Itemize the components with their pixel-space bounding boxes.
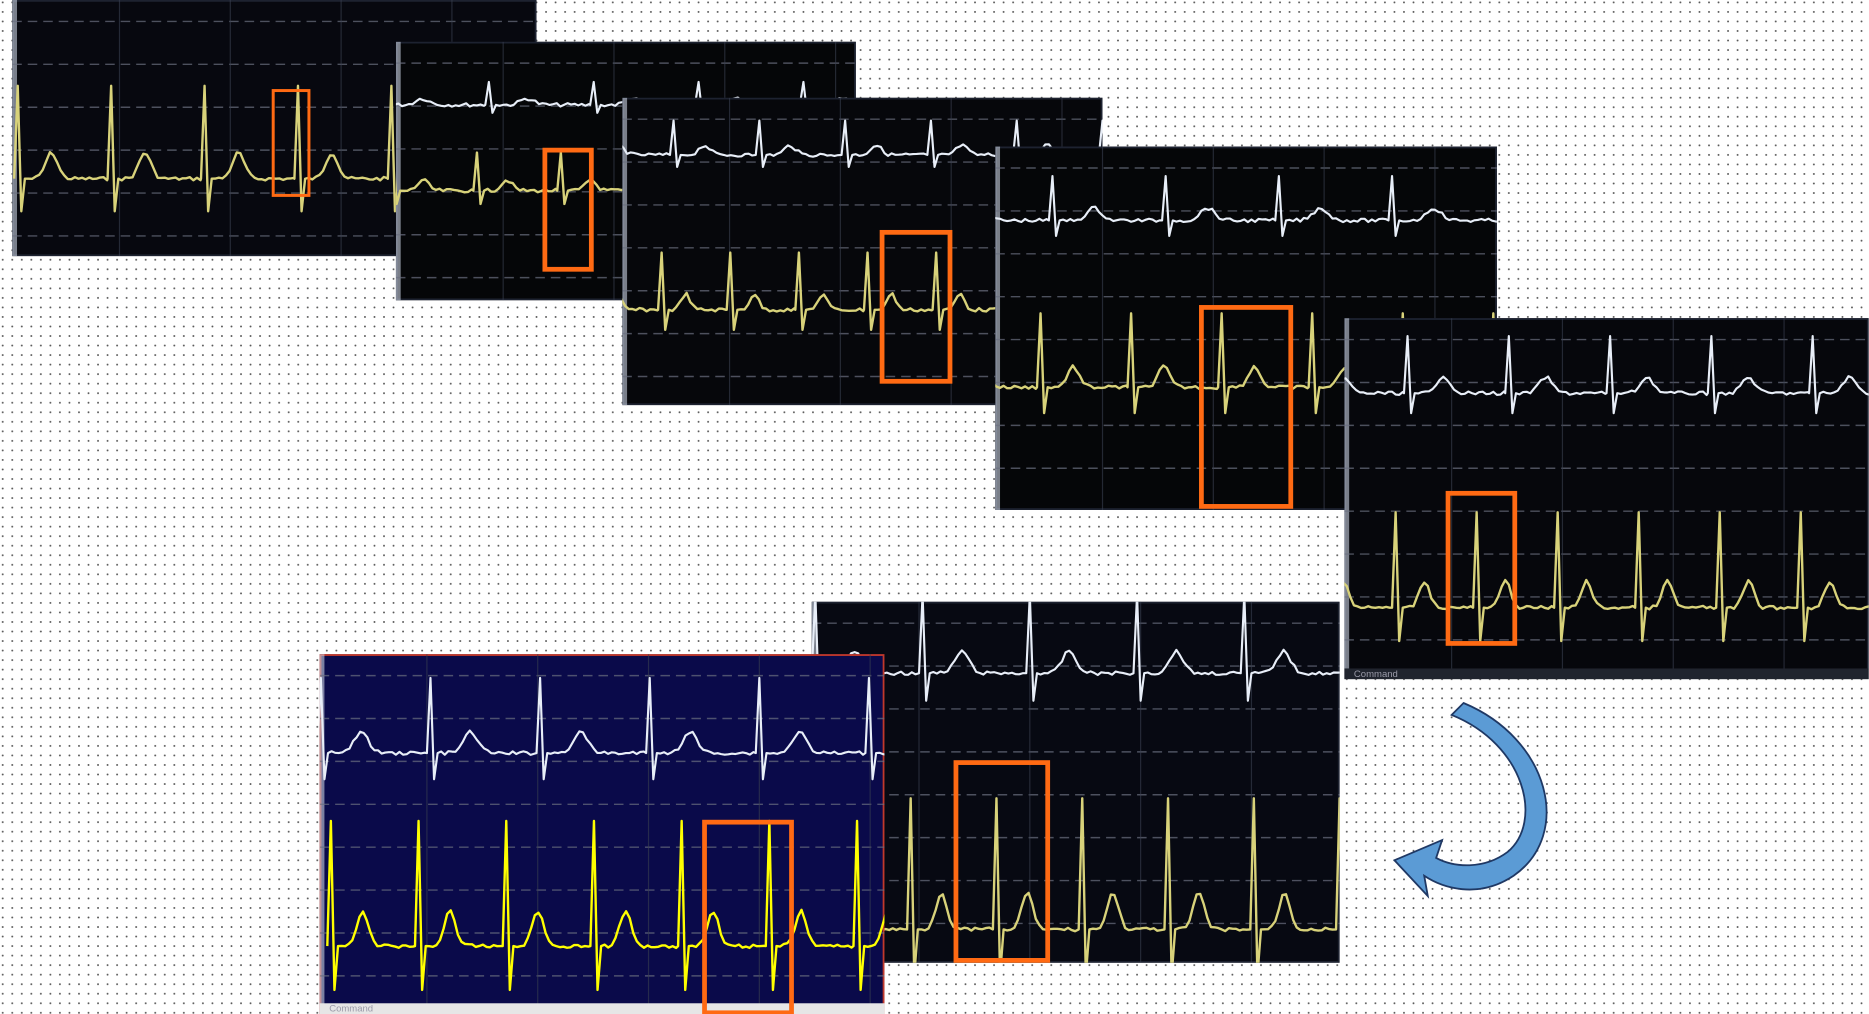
status-text: Command: [329, 1004, 373, 1014]
status-bar: [320, 1003, 885, 1014]
panel-edge: [396, 42, 401, 301]
status-text: Command: [1354, 669, 1398, 680]
panel-background: [812, 602, 1340, 963]
panel-edge: [995, 147, 1000, 510]
page: CommandCommand (() => { const data = JSO…: [0, 0, 1869, 1014]
panel-edge: [1344, 318, 1349, 679]
panel-edge: [622, 98, 627, 405]
status-bar: [1344, 668, 1868, 679]
collage: Command Command: [0, 0, 1869, 1014]
monitor-panel: Command: [1303, 318, 1869, 680]
panel-background: [1344, 318, 1868, 679]
panel-background: [320, 654, 885, 1014]
